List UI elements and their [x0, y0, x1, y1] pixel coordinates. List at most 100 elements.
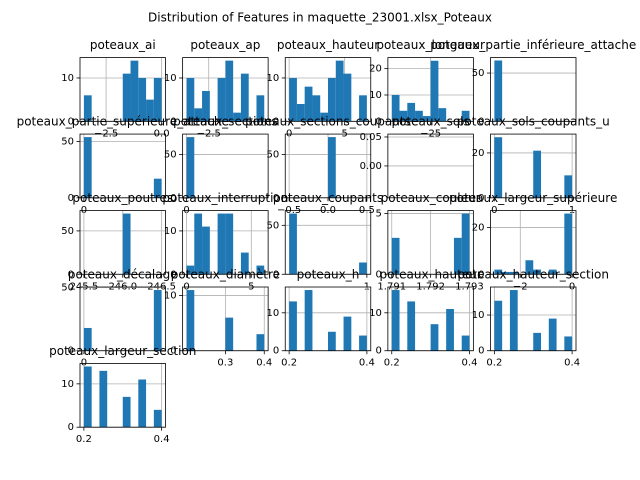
bar — [343, 316, 352, 351]
bar — [359, 262, 367, 275]
x-tick-label: 0.3 — [217, 358, 233, 369]
bar — [153, 290, 162, 351]
bar — [194, 213, 203, 275]
bar — [407, 102, 416, 122]
bar — [525, 260, 534, 275]
subplot-title: poteaux_ap — [190, 38, 260, 52]
subplot-title: poteaux_hauteur_section — [457, 268, 609, 282]
y-tick-label: 50 — [164, 149, 177, 160]
subplot-title: poteaux_hauteur — [277, 38, 379, 52]
y-tick-label: 10 — [61, 73, 74, 84]
axes-frame — [387, 286, 474, 352]
y-tick-label: 0.00 — [360, 161, 382, 172]
y-tick-label: 0 — [273, 193, 279, 204]
subplot-title: poteaux_sols_coupants_u — [457, 115, 610, 129]
bar — [328, 137, 336, 198]
subplot-title: poteaux_sections_coupants — [245, 115, 411, 129]
bar — [233, 112, 241, 122]
y-tick-label: 50 — [61, 137, 74, 148]
bar — [461, 110, 470, 122]
x-tick-label: 0.4 — [564, 358, 580, 369]
bar — [194, 108, 203, 122]
axes-frame — [284, 286, 372, 352]
bar — [502, 271, 510, 275]
x-tick-label: 0.2 — [76, 434, 92, 445]
bar — [225, 60, 234, 122]
axes-frame — [79, 363, 166, 428]
bar — [122, 73, 131, 122]
bar — [446, 309, 454, 351]
axes-frame — [387, 210, 474, 275]
bar — [225, 317, 234, 351]
bar — [122, 396, 131, 428]
bar — [304, 290, 313, 351]
bar — [138, 77, 147, 122]
bar — [202, 226, 210, 275]
bar — [494, 137, 503, 198]
y-tick-label: 10 — [369, 308, 382, 319]
axes-frame — [79, 210, 166, 275]
x-tick-label: 0.2 — [281, 358, 297, 369]
y-tick-label: 0 — [68, 193, 74, 204]
axes-frame — [182, 133, 269, 199]
axes-frame — [182, 57, 269, 122]
y-tick-label: 0 — [68, 269, 74, 280]
bar — [430, 324, 439, 351]
bar — [564, 175, 573, 198]
bar — [533, 269, 542, 275]
bar — [240, 73, 249, 122]
x-tick-label: 0.2 — [384, 358, 400, 369]
bar — [217, 213, 226, 275]
axes-frame — [387, 57, 474, 122]
bar — [438, 108, 447, 122]
x-tick-label: 0.4 — [154, 434, 170, 445]
bar — [304, 86, 313, 122]
subplot-title: poteaux_coupants — [273, 191, 383, 205]
y-tick-label: 0 — [68, 346, 74, 357]
bar — [312, 95, 321, 122]
y-tick-label: 50 — [61, 226, 74, 237]
bar — [186, 290, 195, 351]
bar — [564, 213, 573, 275]
axes-frame — [284, 210, 372, 275]
bar — [83, 327, 92, 351]
bar — [461, 335, 470, 351]
bar — [335, 60, 344, 122]
bar — [422, 116, 431, 122]
x-tick-label: 0.4 — [462, 358, 478, 369]
bar — [548, 269, 557, 275]
y-tick-label: 5 — [375, 209, 381, 220]
bar — [399, 110, 408, 122]
bar — [202, 90, 210, 122]
y-tick-label: 0.05 — [360, 132, 382, 143]
y-tick-label: 50 — [61, 283, 74, 294]
suptitle: Distribution of Features in maquette_230… — [148, 11, 492, 25]
y-tick-label: 0 — [273, 346, 279, 357]
axes-frame — [490, 133, 577, 199]
axes-frame — [284, 133, 372, 199]
subplot-title: poteaux_longueur — [376, 38, 485, 52]
bar — [186, 137, 195, 198]
bar — [461, 213, 470, 275]
bar — [146, 99, 154, 122]
bar — [533, 332, 542, 351]
y-tick-label: 20 — [472, 148, 485, 159]
subplot-title: poteaux_ai — [90, 38, 156, 52]
axes-frame — [182, 210, 269, 275]
bar — [328, 331, 336, 351]
subplot-title: poteaux_hauteur — [379, 268, 481, 282]
x-tick-label: 0.4 — [359, 358, 375, 369]
axes-frame — [79, 57, 166, 122]
bar — [240, 252, 249, 275]
y-tick-label: 0 — [375, 269, 381, 280]
bar — [289, 77, 297, 122]
y-tick-label: 10 — [472, 310, 485, 321]
subplot-title: poteaux_partie_supérieure_attache — [17, 115, 229, 129]
bar — [407, 301, 416, 351]
bar — [83, 137, 92, 198]
y-tick-label: 0 — [170, 116, 176, 127]
subplot-title: poteaux_poutres — [72, 191, 173, 205]
y-tick-label: 20 — [369, 64, 382, 75]
bar — [153, 409, 162, 428]
